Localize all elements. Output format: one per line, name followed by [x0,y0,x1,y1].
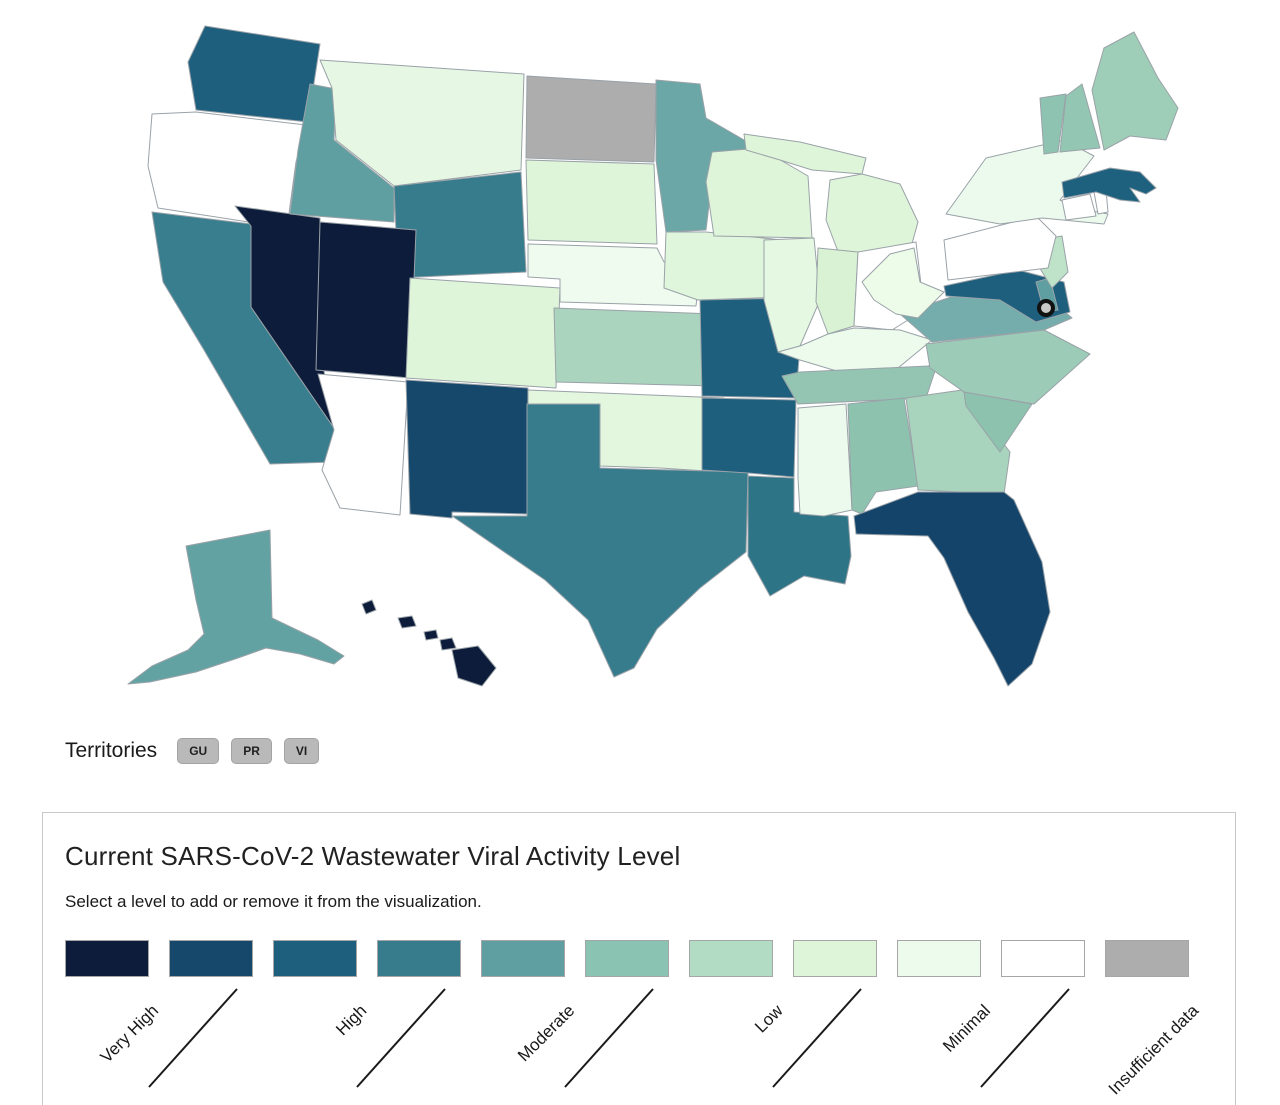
state-HI-maui[interactable] [439,637,457,651]
state-GA[interactable] [905,389,1011,495]
legend-separator-slash [356,988,446,1088]
legend-swatch-very-high[interactable] [65,940,149,977]
territory-button-pr[interactable]: PR [231,738,272,764]
us-map-svg [127,25,1179,687]
legend-swatch-8[interactable] [793,940,877,977]
legend-swatch-2[interactable] [169,940,253,977]
legend-swatch-low[interactable] [689,940,773,977]
state-MI-upper[interactable] [743,133,867,175]
legend-separator-slash [148,988,238,1088]
legend-separator-slash [980,988,1070,1088]
legend-swatch-4[interactable] [377,940,461,977]
territory-button-vi[interactable]: VI [283,738,320,764]
state-HI-molokai[interactable] [423,629,439,641]
state-LA[interactable] [747,475,852,597]
legend-swatch-row [65,940,1235,977]
state-WV[interactable] [861,247,945,319]
state-MI-lower[interactable] [825,173,919,263]
legend-swatch-insufficient-data[interactable] [1105,940,1189,977]
state-OR[interactable] [147,111,307,229]
us-wastewater-map [127,25,1179,687]
legend-swatch-minimal[interactable] [897,940,981,977]
state-MS[interactable] [797,403,853,517]
state-AZ[interactable] [317,373,409,516]
state-NH[interactable] [1059,83,1101,153]
state-AK[interactable] [127,529,345,685]
legend-subtitle: Select a level to add or remove it from … [65,892,482,911]
legend-title: Current SARS-CoV-2 Wastewater Viral Acti… [65,841,681,871]
state-KS[interactable] [553,307,717,387]
state-ME[interactable] [1091,31,1179,151]
state-SD[interactable] [525,159,658,245]
legend-swatch-6[interactable] [585,940,669,977]
dc-marker[interactable] [1037,299,1055,317]
legend-swatch-10[interactable] [1001,940,1085,977]
legend-swatch-high[interactable] [273,940,357,977]
legend-card: Current SARS-CoV-2 Wastewater Viral Acti… [42,812,1236,1105]
state-UT[interactable] [315,221,417,379]
state-CT[interactable] [1061,193,1097,221]
state-FL[interactable] [853,491,1051,687]
state-PA[interactable] [943,215,1057,281]
state-HI-bigisland[interactable] [451,645,497,687]
legend-label-insufficient-data[interactable]: Insufficient data [1105,1001,1203,1099]
state-AL[interactable] [847,397,919,515]
state-NM[interactable] [405,379,529,519]
state-ND[interactable] [525,75,657,163]
state-VT[interactable] [1039,93,1067,155]
territory-button-gu[interactable]: GU [177,738,220,764]
territories-label: Territories [65,739,158,762]
state-CO[interactable] [405,277,561,389]
state-IN[interactable] [815,247,859,335]
state-NE[interactable] [527,243,701,307]
territories-row: Territories GU PR VI [65,738,1280,764]
legend-label-row: Very High High Moderate Low Minimal Insu… [65,979,1235,1105]
legend-separator-slash [772,988,862,1088]
state-MA[interactable] [1061,167,1157,203]
legend-swatch-moderate[interactable] [481,940,565,977]
state-HI-kauai[interactable] [361,599,377,615]
state-KY[interactable] [777,327,933,373]
state-HI-oahu[interactable] [397,615,417,629]
state-AR[interactable] [701,397,797,478]
legend-separator-slash [564,988,654,1088]
state-TX[interactable] [451,403,749,678]
state-WA[interactable] [187,25,321,123]
state-WI[interactable] [705,147,813,239]
